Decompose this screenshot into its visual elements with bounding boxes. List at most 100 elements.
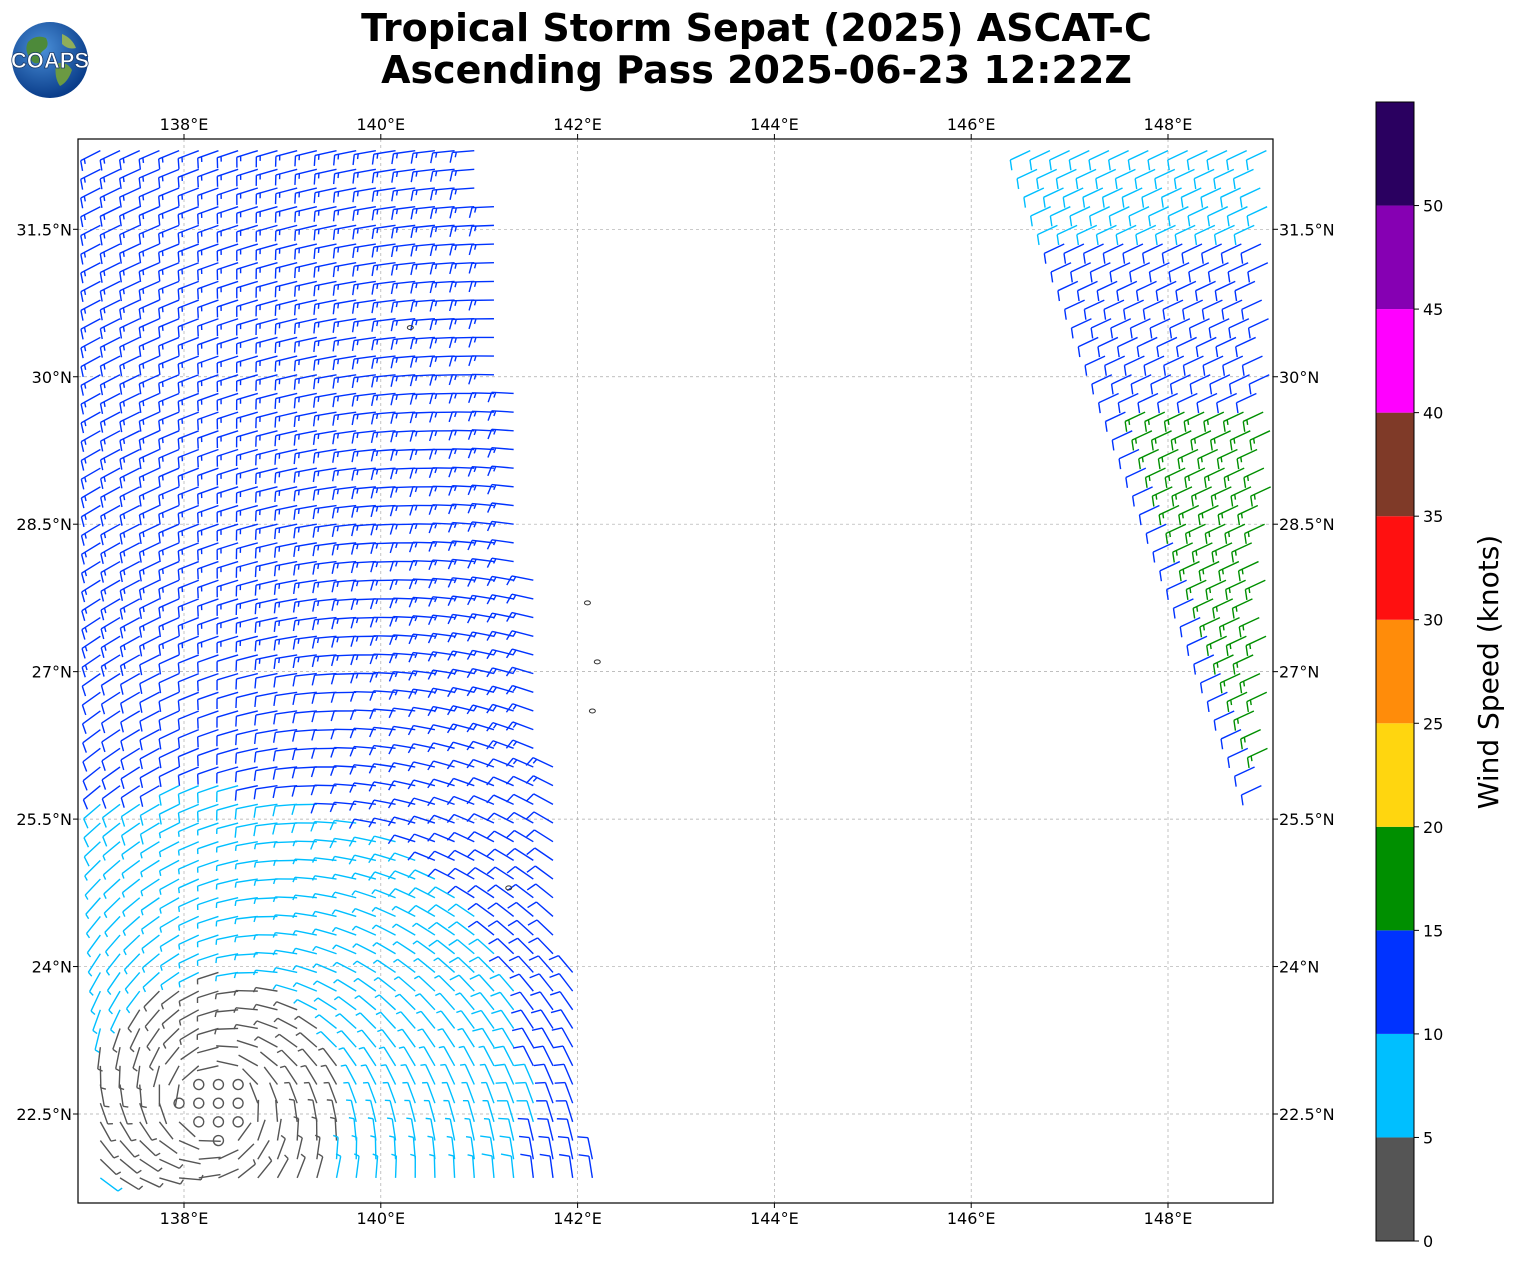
wind-barb bbox=[276, 1134, 286, 1160]
wind-barb bbox=[389, 504, 416, 517]
wind-barb bbox=[1131, 486, 1153, 507]
wind-barb bbox=[1249, 430, 1271, 451]
calm-barb bbox=[212, 1097, 225, 1109]
wind-barb bbox=[177, 206, 200, 226]
wind-barb bbox=[197, 523, 219, 543]
wind-barb bbox=[158, 374, 180, 394]
wind-barb bbox=[196, 934, 219, 948]
wind-barb bbox=[427, 921, 456, 936]
wind-barb bbox=[159, 915, 180, 933]
wind-barb bbox=[446, 849, 475, 862]
lat-tick-label-right: 25.5°N bbox=[1279, 810, 1335, 829]
wind-barb bbox=[505, 666, 534, 677]
wind-barb bbox=[1240, 243, 1262, 264]
wind-barb bbox=[456, 1010, 475, 1029]
wind-barb bbox=[274, 299, 298, 316]
wind-barb bbox=[232, 1116, 244, 1128]
wind-barb bbox=[526, 883, 554, 899]
wind-barb bbox=[158, 280, 180, 301]
wind-barb bbox=[236, 336, 259, 355]
wind-barb bbox=[387, 870, 416, 880]
wind-barb bbox=[340, 1064, 357, 1085]
calm-barb bbox=[173, 1097, 185, 1109]
wind-barb bbox=[449, 168, 475, 182]
wind-barb bbox=[313, 168, 337, 185]
wind-barb bbox=[196, 859, 219, 873]
wind-barb bbox=[467, 502, 495, 514]
wind-barb bbox=[466, 758, 495, 769]
wind-barb bbox=[1136, 336, 1158, 358]
wind-barb bbox=[1216, 448, 1238, 470]
wind-barb bbox=[352, 243, 376, 259]
wind-barb bbox=[274, 504, 298, 521]
wind-barb bbox=[234, 915, 258, 925]
wind-barb bbox=[312, 598, 337, 612]
wind-barb bbox=[418, 1046, 436, 1067]
title-line-2: Ascending Pass 2025-06-23 12:22Z bbox=[381, 48, 1132, 92]
wind-barb bbox=[390, 374, 416, 387]
wind-barb bbox=[408, 560, 435, 571]
wind-barb bbox=[164, 1046, 180, 1065]
wind-barb bbox=[449, 974, 475, 992]
wind-barb bbox=[1197, 504, 1219, 526]
wind-barb bbox=[1233, 710, 1255, 731]
wind-barb bbox=[1055, 168, 1077, 190]
wind-barb bbox=[467, 539, 495, 551]
logo-text: COAPS bbox=[11, 48, 89, 73]
wind-barb bbox=[1095, 224, 1117, 246]
wind-barb bbox=[1243, 467, 1265, 488]
wind-barb bbox=[313, 206, 337, 222]
wind-barb bbox=[332, 318, 357, 333]
wind-barb bbox=[234, 747, 258, 764]
wind-barb bbox=[158, 542, 180, 563]
wind-barb bbox=[508, 937, 534, 955]
wind-barb bbox=[487, 391, 514, 403]
wind-barb bbox=[446, 723, 475, 734]
wind-barb bbox=[101, 747, 121, 771]
wind-barb bbox=[466, 667, 495, 679]
wind-barb bbox=[428, 504, 455, 515]
wind-barb bbox=[97, 1047, 103, 1072]
wind-barb bbox=[1216, 392, 1237, 414]
wind-barb bbox=[371, 205, 396, 221]
wind-barb bbox=[420, 1063, 436, 1085]
calm-barb bbox=[212, 1134, 225, 1147]
wind-barb bbox=[505, 648, 534, 659]
wind-barb bbox=[1244, 579, 1266, 600]
wind-barb bbox=[196, 598, 219, 617]
wind-barb bbox=[197, 467, 219, 486]
wind-barb bbox=[416, 1010, 436, 1029]
wind-barb bbox=[391, 905, 416, 918]
wind-barb bbox=[233, 1007, 258, 1013]
wind-barb bbox=[136, 1065, 142, 1091]
wind-barb bbox=[1243, 523, 1265, 544]
wind-barb bbox=[352, 943, 377, 955]
wind-barb bbox=[506, 611, 534, 622]
wind-barb bbox=[430, 149, 455, 164]
wind-barb bbox=[127, 1009, 141, 1033]
wind-barb bbox=[1245, 150, 1267, 171]
wind-barb bbox=[369, 598, 396, 610]
wind-barb bbox=[390, 336, 416, 350]
lon-tick-label-top: 140°E bbox=[356, 115, 405, 134]
wind-barb bbox=[312, 430, 337, 445]
wind-barb bbox=[429, 374, 455, 386]
wind-barb bbox=[429, 355, 455, 368]
wind-barb bbox=[330, 672, 357, 685]
wind-barb bbox=[139, 729, 160, 751]
wind-barb bbox=[193, 1078, 205, 1091]
wind-barb bbox=[447, 650, 475, 661]
wind-barb bbox=[236, 1039, 259, 1048]
wind-barb bbox=[1089, 206, 1110, 227]
wind-barb bbox=[255, 168, 278, 186]
wind-barb bbox=[312, 411, 337, 427]
wind-barb bbox=[83, 822, 101, 848]
wind-barb bbox=[1167, 150, 1188, 171]
wind-barb bbox=[1206, 635, 1227, 656]
wind-barb bbox=[1194, 224, 1216, 246]
wind-barb bbox=[272, 728, 298, 743]
wind-barb bbox=[335, 1153, 342, 1179]
wind-barb bbox=[279, 1065, 298, 1085]
wind-barb bbox=[196, 579, 219, 599]
wind-barb bbox=[257, 1156, 273, 1179]
